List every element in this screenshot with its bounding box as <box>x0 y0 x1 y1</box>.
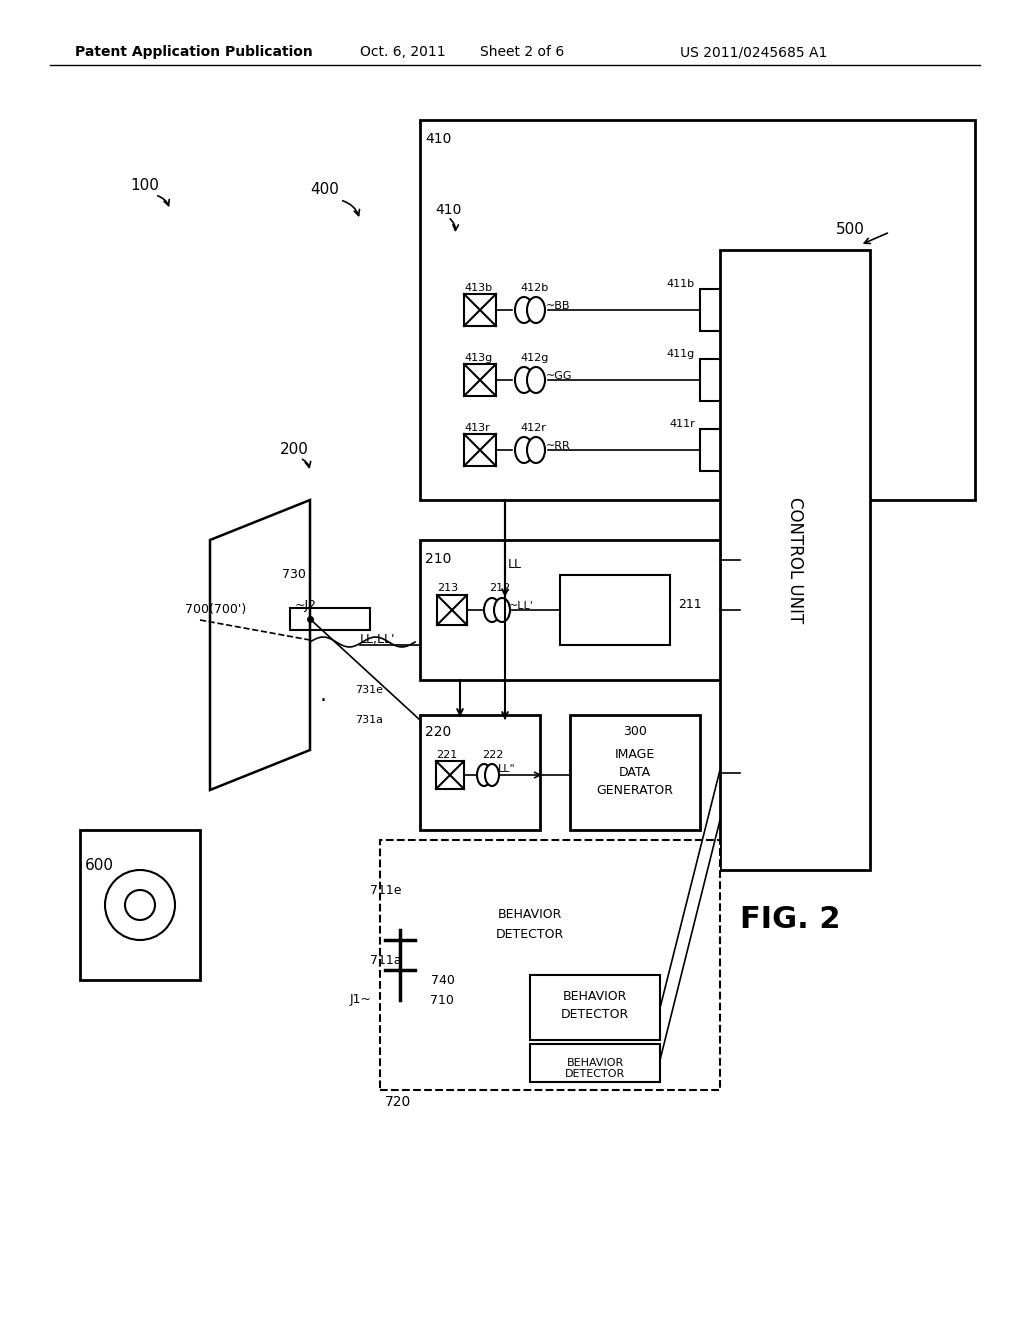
FancyBboxPatch shape <box>720 249 870 870</box>
Text: 412g: 412g <box>520 352 549 363</box>
FancyBboxPatch shape <box>420 540 740 680</box>
FancyBboxPatch shape <box>420 715 540 830</box>
Text: LL: LL <box>508 558 522 572</box>
Text: 411g: 411g <box>667 348 695 359</box>
Text: 212: 212 <box>489 583 510 593</box>
FancyBboxPatch shape <box>290 609 370 630</box>
Text: BEHAVIOR: BEHAVIOR <box>566 1059 624 1068</box>
Text: 711e: 711e <box>370 883 401 896</box>
FancyBboxPatch shape <box>700 359 815 401</box>
Text: DATA: DATA <box>618 767 651 780</box>
Ellipse shape <box>477 764 490 785</box>
Text: ~LL': ~LL' <box>509 601 534 611</box>
Text: DETECTOR: DETECTOR <box>561 1008 629 1022</box>
Circle shape <box>105 870 175 940</box>
Ellipse shape <box>527 297 545 323</box>
Text: J1~: J1~ <box>350 994 372 1006</box>
Ellipse shape <box>515 437 534 463</box>
Circle shape <box>125 890 155 920</box>
FancyBboxPatch shape <box>436 762 464 789</box>
Text: 413r: 413r <box>464 422 489 433</box>
Text: ~RR: ~RR <box>546 441 570 451</box>
Text: 222: 222 <box>482 750 504 760</box>
Ellipse shape <box>527 437 545 463</box>
Text: Oct. 6, 2011: Oct. 6, 2011 <box>360 45 445 59</box>
Text: 711a: 711a <box>370 953 401 966</box>
FancyBboxPatch shape <box>570 715 700 830</box>
Text: 220: 220 <box>425 725 452 739</box>
Text: CONTROL UNIT: CONTROL UNIT <box>786 496 804 623</box>
Text: 213: 213 <box>437 583 458 593</box>
Text: 100: 100 <box>130 177 159 193</box>
Text: BEHAVIOR: BEHAVIOR <box>498 908 562 921</box>
Ellipse shape <box>515 297 534 323</box>
Text: Patent Application Publication: Patent Application Publication <box>75 45 312 59</box>
FancyBboxPatch shape <box>530 1044 660 1082</box>
Text: ~J2: ~J2 <box>295 598 317 611</box>
Text: 410: 410 <box>435 203 462 216</box>
FancyBboxPatch shape <box>380 840 720 1090</box>
Text: 300: 300 <box>623 725 647 738</box>
Text: BEHAVIOR: BEHAVIOR <box>563 990 627 1002</box>
Text: 210: 210 <box>425 552 452 566</box>
Text: US 2011/0245685 A1: US 2011/0245685 A1 <box>680 45 827 59</box>
Text: 710: 710 <box>430 994 454 1006</box>
FancyBboxPatch shape <box>460 890 600 970</box>
Text: 720: 720 <box>385 1096 412 1109</box>
FancyBboxPatch shape <box>420 120 975 500</box>
Text: .: . <box>319 685 327 705</box>
Ellipse shape <box>515 367 534 393</box>
Text: LL": LL" <box>498 764 516 774</box>
Text: GENERATOR: GENERATOR <box>597 784 674 797</box>
Text: 500: 500 <box>837 223 865 238</box>
Text: 412r: 412r <box>520 422 546 433</box>
Ellipse shape <box>484 598 500 622</box>
Text: 413g: 413g <box>464 352 493 363</box>
FancyBboxPatch shape <box>464 294 496 326</box>
Text: 413b: 413b <box>464 282 493 293</box>
Text: Sheet 2 of 6: Sheet 2 of 6 <box>480 45 564 59</box>
FancyBboxPatch shape <box>560 576 670 645</box>
Text: ~GG: ~GG <box>546 371 572 381</box>
Text: 740: 740 <box>431 974 455 986</box>
Text: IMAGE: IMAGE <box>614 748 655 762</box>
FancyBboxPatch shape <box>80 830 200 979</box>
Text: DETECTOR: DETECTOR <box>565 1069 625 1078</box>
Text: 400: 400 <box>310 182 339 198</box>
Text: 200: 200 <box>280 442 309 458</box>
FancyBboxPatch shape <box>530 975 660 1040</box>
Text: 600: 600 <box>85 858 114 873</box>
Text: ~BB: ~BB <box>546 301 570 312</box>
Ellipse shape <box>485 764 499 785</box>
Text: 731e: 731e <box>355 685 383 696</box>
Ellipse shape <box>494 598 510 622</box>
Text: 411r: 411r <box>670 418 695 429</box>
Text: 731a: 731a <box>355 715 383 725</box>
FancyBboxPatch shape <box>437 595 467 624</box>
Text: 411b: 411b <box>667 279 695 289</box>
FancyBboxPatch shape <box>700 429 815 471</box>
Text: 221: 221 <box>436 750 458 760</box>
Ellipse shape <box>527 367 545 393</box>
FancyBboxPatch shape <box>464 364 496 396</box>
FancyBboxPatch shape <box>464 434 496 466</box>
Text: DETECTOR: DETECTOR <box>496 928 564 941</box>
FancyBboxPatch shape <box>700 289 815 331</box>
Text: 730: 730 <box>282 569 306 582</box>
Text: LL,LL': LL,LL' <box>360 634 395 647</box>
Text: 700(700'): 700(700') <box>185 603 246 616</box>
Text: 211: 211 <box>678 598 701 611</box>
Text: 410: 410 <box>425 132 452 147</box>
Text: FIG. 2: FIG. 2 <box>740 906 841 935</box>
Text: 412b: 412b <box>520 282 548 293</box>
